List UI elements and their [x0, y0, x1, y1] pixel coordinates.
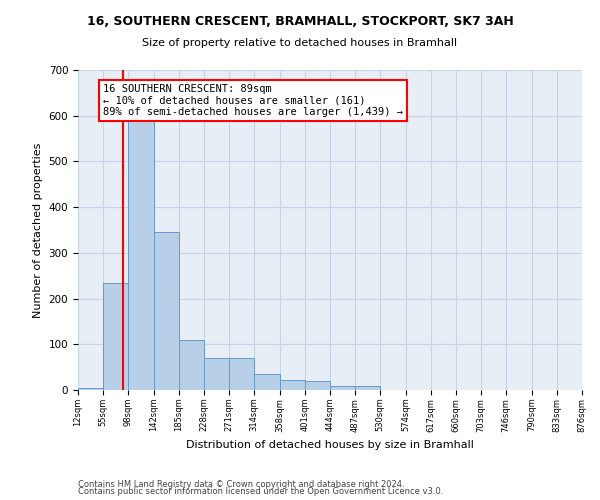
Bar	[280, 380, 305, 390]
Text: 16, SOUTHERN CRESCENT, BRAMHALL, STOCKPORT, SK7 3AH: 16, SOUTHERN CRESCENT, BRAMHALL, STOCKPO…	[86, 15, 514, 28]
Y-axis label: Number of detached properties: Number of detached properties	[33, 142, 43, 318]
Bar	[78, 388, 103, 390]
Text: 16 SOUTHERN CRESCENT: 89sqm
← 10% of detached houses are smaller (161)
89% of se: 16 SOUTHERN CRESCENT: 89sqm ← 10% of det…	[103, 84, 403, 117]
Bar	[179, 340, 204, 390]
Bar	[103, 282, 128, 390]
Bar	[330, 386, 355, 390]
Bar	[305, 381, 330, 390]
Bar	[254, 374, 280, 390]
Text: Contains public sector information licensed under the Open Government Licence v3: Contains public sector information licen…	[78, 488, 443, 496]
Bar	[229, 358, 254, 390]
Text: Contains HM Land Registry data © Crown copyright and database right 2024.: Contains HM Land Registry data © Crown c…	[78, 480, 404, 489]
Bar	[154, 232, 179, 390]
Text: Size of property relative to detached houses in Bramhall: Size of property relative to detached ho…	[142, 38, 458, 48]
X-axis label: Distribution of detached houses by size in Bramhall: Distribution of detached houses by size …	[186, 440, 474, 450]
Bar	[204, 358, 229, 390]
Bar	[355, 386, 380, 390]
Bar	[128, 98, 154, 390]
